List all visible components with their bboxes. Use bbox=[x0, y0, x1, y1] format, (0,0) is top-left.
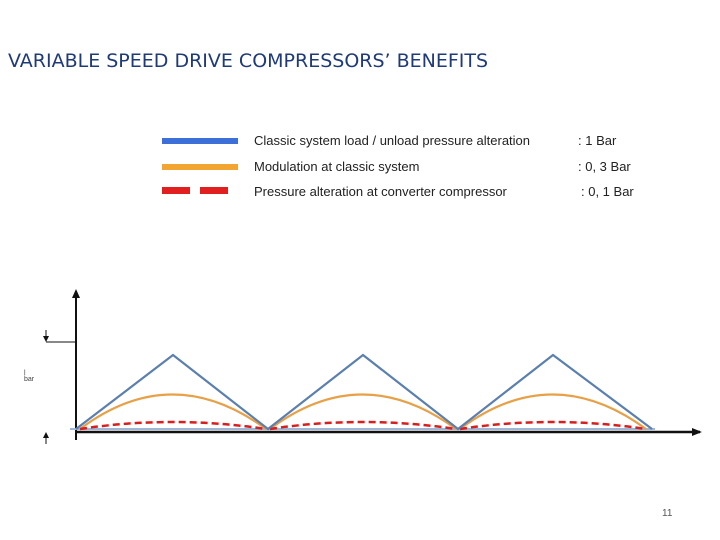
y-axis-arrow-icon bbox=[72, 289, 80, 298]
legend-swatch-orange bbox=[162, 164, 238, 170]
arrow-down-icon bbox=[43, 336, 49, 342]
converter-curve bbox=[459, 420, 647, 431]
modulation-curve bbox=[459, 393, 647, 430]
slide-title: VARIABLE SPEED DRIVE COMPRESSORS’ BENEFI… bbox=[8, 50, 489, 72]
page-number: 11 bbox=[662, 508, 673, 519]
legend-swatch-blue bbox=[162, 138, 238, 144]
dimension-label: l bar bbox=[24, 370, 35, 383]
converter-curve bbox=[269, 420, 457, 431]
load-unload-triangle bbox=[75, 353, 653, 431]
x-axis-arrow-icon bbox=[692, 428, 702, 436]
legend-label: Pressure alteration at converter compres… bbox=[254, 184, 507, 199]
legend-value: : 1 Bar bbox=[578, 133, 617, 148]
dimension-label-bottom: bar bbox=[24, 376, 35, 383]
legend-label: Modulation at classic system bbox=[254, 159, 420, 174]
legend-label: Classic system load / unload pressure al… bbox=[254, 133, 531, 148]
converter-curve bbox=[79, 420, 267, 431]
modulation-curve bbox=[79, 393, 267, 430]
modulation-curve bbox=[269, 393, 457, 430]
legend-value: : 0, 3 Bar bbox=[578, 159, 631, 174]
dimension-label-top: l bbox=[24, 370, 26, 377]
legend-value: : 0, 1 Bar bbox=[581, 184, 634, 199]
legend-swatch-red-dashed bbox=[162, 187, 238, 194]
arrow-up-icon bbox=[43, 432, 49, 438]
